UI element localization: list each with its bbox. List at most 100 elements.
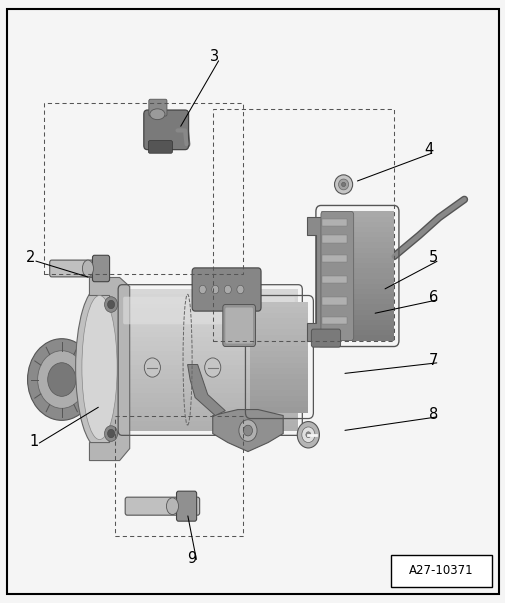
FancyBboxPatch shape xyxy=(222,305,255,347)
Bar xyxy=(122,417,298,421)
Bar xyxy=(122,350,298,355)
Text: 1: 1 xyxy=(29,434,38,449)
Bar xyxy=(320,263,393,268)
Bar xyxy=(320,284,393,289)
Bar xyxy=(321,219,346,227)
Bar xyxy=(321,317,346,324)
Text: 4: 4 xyxy=(423,142,432,157)
FancyBboxPatch shape xyxy=(192,268,261,311)
FancyBboxPatch shape xyxy=(320,212,353,341)
Bar xyxy=(320,212,393,216)
Text: 2: 2 xyxy=(25,250,35,265)
Circle shape xyxy=(105,426,117,441)
Circle shape xyxy=(211,285,218,294)
FancyBboxPatch shape xyxy=(225,308,252,344)
Bar xyxy=(320,309,393,315)
FancyBboxPatch shape xyxy=(123,297,294,324)
Bar xyxy=(320,242,393,248)
Circle shape xyxy=(243,425,252,436)
Bar xyxy=(320,248,393,253)
Bar xyxy=(122,374,298,379)
Ellipse shape xyxy=(341,182,345,186)
Bar xyxy=(250,368,308,374)
FancyBboxPatch shape xyxy=(125,497,199,515)
Bar xyxy=(122,402,298,407)
Bar xyxy=(250,396,308,402)
Circle shape xyxy=(205,358,220,377)
Bar xyxy=(122,289,298,294)
Bar xyxy=(320,268,393,273)
Polygon shape xyxy=(187,365,225,415)
Circle shape xyxy=(144,358,160,377)
Bar xyxy=(122,379,298,384)
Bar xyxy=(250,352,308,357)
Ellipse shape xyxy=(334,175,352,194)
Circle shape xyxy=(108,300,115,309)
Bar xyxy=(250,385,308,390)
Bar xyxy=(320,289,393,294)
Circle shape xyxy=(305,432,310,438)
Bar xyxy=(122,308,298,313)
Bar xyxy=(320,330,393,335)
Bar xyxy=(250,318,308,324)
Bar xyxy=(321,276,346,283)
Bar xyxy=(122,397,298,402)
Bar xyxy=(212,109,393,341)
Text: 6: 6 xyxy=(428,289,437,305)
Text: A27-10371: A27-10371 xyxy=(409,564,473,578)
Ellipse shape xyxy=(82,295,117,440)
Circle shape xyxy=(199,285,206,294)
Text: 8: 8 xyxy=(428,406,437,421)
FancyBboxPatch shape xyxy=(176,491,196,521)
Bar xyxy=(320,232,393,237)
Bar xyxy=(122,303,298,308)
Bar xyxy=(320,253,393,258)
Bar xyxy=(122,370,298,374)
Bar xyxy=(122,426,298,431)
Bar xyxy=(44,104,242,274)
Bar xyxy=(250,407,308,412)
Bar xyxy=(320,216,393,222)
Bar xyxy=(122,393,298,397)
Ellipse shape xyxy=(166,497,178,514)
Ellipse shape xyxy=(82,260,93,277)
Bar xyxy=(250,357,308,362)
FancyBboxPatch shape xyxy=(148,99,167,116)
Bar xyxy=(321,255,346,262)
Bar xyxy=(250,329,308,335)
Bar xyxy=(122,365,298,370)
Circle shape xyxy=(236,285,243,294)
Polygon shape xyxy=(89,277,129,461)
Circle shape xyxy=(238,420,257,441)
Circle shape xyxy=(27,339,96,420)
Bar xyxy=(122,318,298,323)
Bar xyxy=(250,402,308,407)
Bar xyxy=(122,407,298,412)
Bar xyxy=(122,327,298,332)
Bar xyxy=(250,335,308,340)
Bar xyxy=(320,315,393,320)
Text: 9: 9 xyxy=(187,551,196,566)
Ellipse shape xyxy=(338,179,348,190)
Bar xyxy=(250,379,308,385)
Text: 7: 7 xyxy=(428,353,438,367)
Text: 5: 5 xyxy=(428,250,437,265)
Ellipse shape xyxy=(149,109,165,119)
Bar xyxy=(250,302,308,307)
Bar xyxy=(320,237,393,242)
Bar xyxy=(390,555,491,587)
Circle shape xyxy=(108,429,115,438)
Bar xyxy=(122,341,298,346)
Bar xyxy=(320,294,393,299)
Bar xyxy=(250,346,308,352)
Bar xyxy=(122,346,298,350)
Ellipse shape xyxy=(75,286,123,449)
FancyBboxPatch shape xyxy=(148,140,172,153)
Circle shape xyxy=(224,285,231,294)
Bar xyxy=(122,294,298,299)
Bar xyxy=(122,299,298,303)
Bar xyxy=(250,390,308,396)
Circle shape xyxy=(297,421,319,448)
Bar xyxy=(320,325,393,330)
Circle shape xyxy=(37,351,86,408)
